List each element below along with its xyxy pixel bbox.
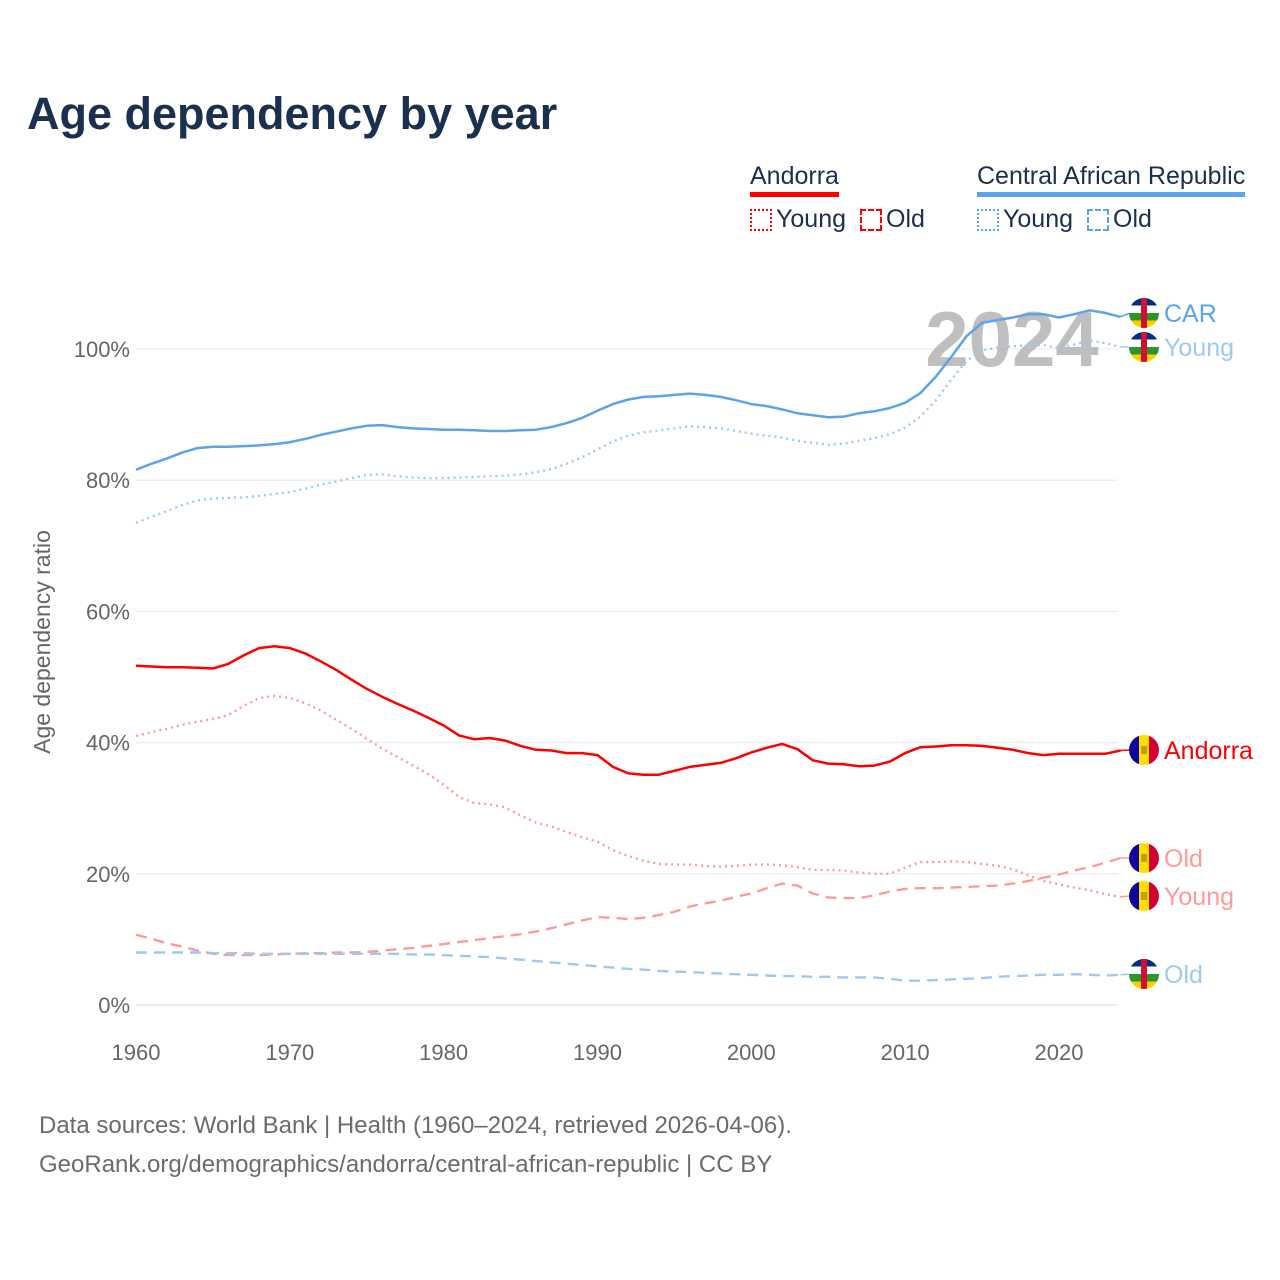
- legend-andorra-young[interactable]: Young: [750, 205, 846, 234]
- y-tick-label: 60%: [86, 599, 130, 624]
- end-label: Old: [1164, 845, 1203, 873]
- andorra-flag-icon: [1129, 881, 1159, 911]
- legend-car-old[interactable]: Old: [1087, 205, 1152, 234]
- y-tick-label: 40%: [86, 731, 130, 756]
- end-label: Young: [1164, 334, 1234, 362]
- car-flag-icon: [1129, 959, 1159, 989]
- dashed-swatch-icon: [860, 208, 882, 231]
- y-axis-label: Age dependency ratio: [29, 530, 55, 754]
- end-label: CAR: [1164, 300, 1217, 328]
- data-source-text: Data sources: World Bank | Health (1960–…: [39, 1112, 792, 1139]
- dashed-swatch-icon: [1087, 208, 1109, 231]
- legend-label: Old: [1113, 205, 1152, 233]
- end-label: Andorra: [1164, 737, 1253, 765]
- legend-andorra-old[interactable]: Old: [860, 205, 925, 234]
- series-line-3[interactable]: [135, 309, 1121, 471]
- series-line-4[interactable]: [135, 339, 1121, 524]
- series-line-1[interactable]: [135, 694, 1121, 898]
- x-tick-label: 2000: [727, 1040, 776, 1065]
- y-tick-label: 80%: [86, 468, 130, 493]
- car-flag-icon: [1129, 298, 1159, 328]
- x-tick-label: 1970: [265, 1040, 314, 1065]
- chart-title: Age dependency by year: [27, 88, 558, 139]
- y-tick-label: 20%: [86, 862, 130, 887]
- attribution-link[interactable]: GeoRank.org/demographics/andorra/central…: [39, 1151, 773, 1178]
- legend-andorra[interactable]: Andorra Young Old: [750, 162, 925, 234]
- footer: Data sources: World Bank | Health (1960–…: [39, 1106, 792, 1184]
- series-line-5[interactable]: [136, 951, 1121, 982]
- y-tick-label: 0%: [98, 993, 130, 1018]
- andorra-flag-icon: [1129, 843, 1159, 873]
- end-label: Young: [1164, 883, 1234, 911]
- legend-label: Young: [776, 205, 846, 233]
- car-flag-icon: [1129, 332, 1159, 362]
- line-chart: 0% 20% 40% 60% 80% 100% 1960 1970 1980 1990 2000 20…: [29, 295, 1253, 1065]
- x-tick-label: 1980: [419, 1040, 468, 1065]
- dotted-swatch-icon: [750, 208, 772, 231]
- x-tick-label: 1990: [573, 1040, 622, 1065]
- series-line-2[interactable]: [135, 856, 1121, 957]
- x-tick-label: 1960: [112, 1040, 161, 1065]
- legend-label: Young: [1003, 205, 1073, 233]
- legend-andorra-title: Andorra: [750, 162, 839, 197]
- x-tick-label: 2020: [1035, 1040, 1084, 1065]
- label-connector: [1120, 312, 1131, 318]
- legend-label: Old: [886, 205, 925, 233]
- y-tick-label: 100%: [74, 337, 130, 362]
- legend-car[interactable]: Central African Republic Young Old: [977, 162, 1246, 234]
- legend-car-young[interactable]: Young: [977, 205, 1073, 234]
- year-watermark: 2024: [925, 295, 1099, 383]
- end-label: Old: [1164, 961, 1203, 989]
- series-line-0[interactable]: [135, 644, 1121, 776]
- label-connector: [1120, 973, 1131, 976]
- andorra-flag-icon: [1129, 735, 1159, 765]
- legend-car-title: Central African Republic: [977, 162, 1246, 197]
- label-connector: [1120, 895, 1131, 898]
- x-tick-label: 2010: [881, 1040, 930, 1065]
- dotted-swatch-icon: [977, 208, 999, 231]
